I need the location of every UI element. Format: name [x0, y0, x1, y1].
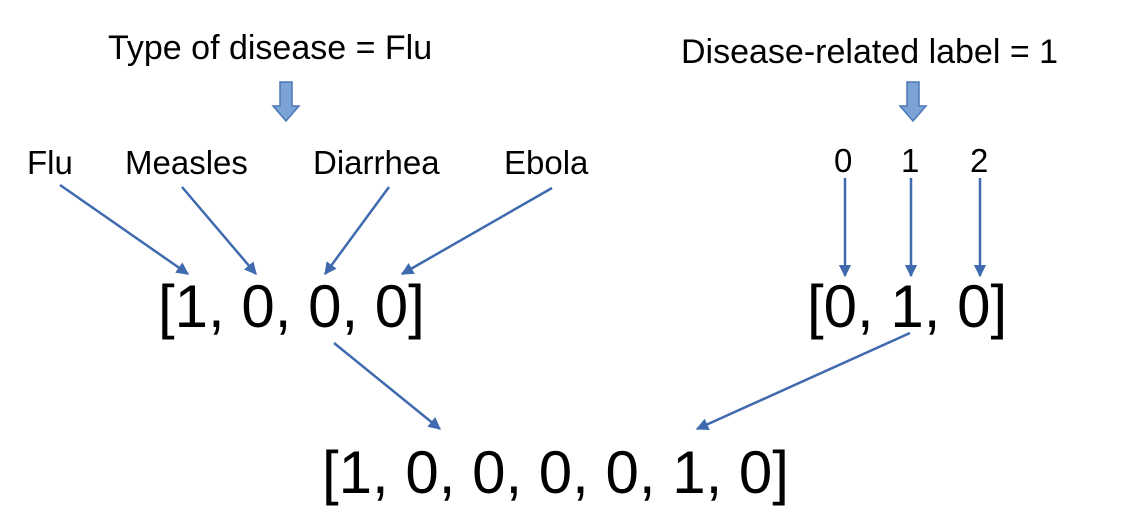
- arrow-right-vector-to-combined: [695, 331, 911, 431]
- arrow-flu-to-vector: [59, 183, 190, 276]
- right-title: Disease-related label = 1: [681, 33, 1059, 71]
- category-diarrhea: Diarrhea: [313, 144, 440, 181]
- arrow-left-vector-to-combined: [333, 342, 441, 430]
- arrow-ebola-to-vector: [400, 186, 553, 276]
- arrow-measles-to-vector: [181, 186, 257, 275]
- right-one-hot-vector: [0, 1, 0]: [807, 273, 1008, 340]
- category-ebola: Ebola: [504, 144, 589, 181]
- down-block-arrow-left: [271, 81, 301, 123]
- label-2: 2: [970, 142, 989, 179]
- combined-vector: [1, 0, 0, 0, 0, 1, 0]: [322, 439, 789, 506]
- category-flu: Flu: [27, 144, 73, 181]
- label-1: 1: [901, 142, 920, 179]
- left-one-hot-vector: [1, 0, 0, 0]: [158, 273, 425, 340]
- category-measles: Measles: [125, 144, 248, 181]
- left-title: Type of disease = Flu: [108, 29, 433, 67]
- down-block-arrow-right: [898, 81, 928, 123]
- label-0: 0: [834, 142, 853, 179]
- arrow-diarrhea-to-vector: [323, 186, 391, 276]
